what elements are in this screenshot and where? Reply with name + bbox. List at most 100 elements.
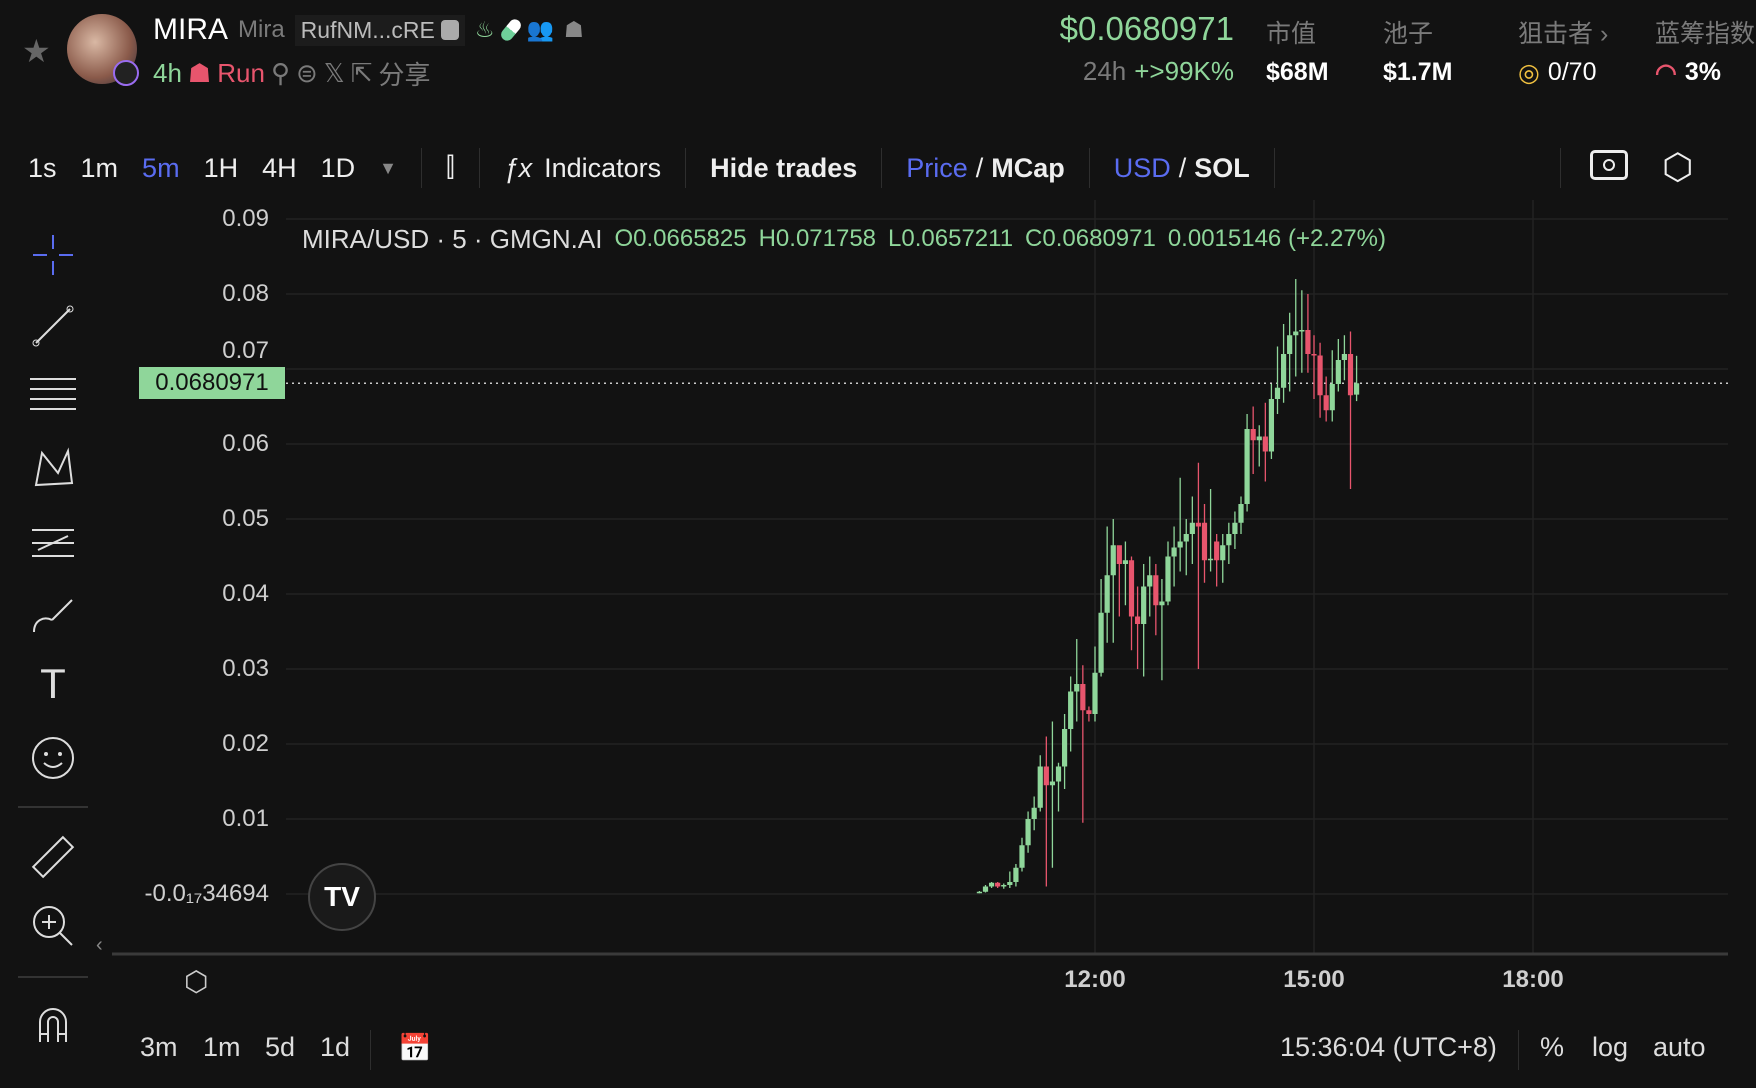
go-to-date-icon[interactable]: 📅: [398, 1033, 432, 1063]
gauge-icon: ◠: [1655, 59, 1677, 87]
candle-type-icon[interactable]: ⫿: [445, 152, 455, 182]
x-tick-label: 15:00: [1283, 966, 1345, 993]
hide-trades-button[interactable]: Hide trades: [710, 152, 858, 183]
mcap-toggle[interactable]: MCap: [991, 152, 1065, 183]
y-tick-label: 0.02: [222, 730, 269, 757]
legend-open: O0.0665825: [614, 225, 747, 252]
horizontal-lines-icon[interactable]: [28, 369, 78, 419]
candle-body: [1092, 672, 1098, 714]
settings-gear-icon[interactable]: ⬡: [1662, 146, 1694, 187]
trend-line-icon[interactable]: [28, 301, 78, 351]
crosshair-icon[interactable]: [28, 230, 78, 280]
favorite-star-icon[interactable]: ★: [22, 33, 51, 69]
candle-body: [1226, 534, 1232, 546]
token-symbol: MIRA: [153, 13, 228, 46]
auto-scale-toggle[interactable]: auto: [1653, 1032, 1706, 1062]
range-1d[interactable]: 1d: [320, 1032, 351, 1062]
share-label[interactable]: 分享: [378, 59, 431, 90]
divider: [685, 148, 687, 188]
candle-body: [1068, 691, 1074, 729]
magnet-icon[interactable]: [28, 1000, 78, 1050]
divider: [1273, 148, 1275, 188]
chart-toolbar: 1s 1m 5m 1H 4H 1D ▼ ⫿ ƒx Indicators Hide…: [28, 145, 1275, 191]
indicators-button[interactable]: Indicators: [544, 152, 662, 183]
candle-body: [1293, 331, 1299, 336]
candle-body: [1220, 545, 1226, 561]
emoji-icon[interactable]: [28, 733, 78, 783]
stat-label-snipers[interactable]: 狙击者 ›: [1518, 20, 1609, 48]
interval-1d[interactable]: 1D: [320, 152, 356, 183]
range-1m[interactable]: 1m: [203, 1032, 241, 1062]
interval-dropdown-icon[interactable]: ▼: [379, 157, 397, 178]
y-tick-label: -0.0₁₇34694: [144, 880, 269, 907]
stat-label-mcap: 市值: [1266, 20, 1317, 48]
pattern-icon[interactable]: [28, 443, 78, 493]
candle-body: [1037, 766, 1043, 808]
candle-body: [1305, 330, 1311, 354]
interval-5m[interactable]: 5m: [142, 152, 180, 183]
solscan-icon[interactable]: ⊜: [295, 57, 318, 88]
candle-body: [1001, 885, 1007, 887]
indicators-icon[interactable]: ƒx: [503, 152, 533, 183]
candle-body: [1165, 556, 1171, 602]
brush-icon[interactable]: [28, 590, 78, 640]
sol-toggle[interactable]: SOL: [1194, 152, 1250, 183]
usd-toggle[interactable]: USD: [1113, 152, 1171, 183]
time-axis-settings-icon[interactable]: ⬡: [184, 966, 209, 997]
screenshot-camera-icon[interactable]: [1590, 150, 1628, 180]
contract-address[interactable]: RufNM...cRE: [294, 14, 465, 46]
y-tick-label: 0.08: [222, 280, 269, 307]
candle-body: [995, 882, 1001, 887]
interval-1m[interactable]: 1m: [80, 152, 119, 183]
range-5d[interactable]: 5d: [265, 1032, 296, 1062]
target-icon: ◎: [1518, 59, 1540, 87]
y-tick-label: 0.07: [222, 337, 269, 364]
current-price-tag: 0.0680971: [139, 367, 285, 399]
text-tool-icon[interactable]: T: [40, 660, 66, 707]
interval-4h[interactable]: 4H: [262, 152, 297, 183]
legend-low: L0.0657211: [888, 225, 1014, 252]
stat-value-pool: $1.7M: [1383, 58, 1453, 86]
run-icon: ☗: [187, 57, 212, 88]
legend-high: H0.071758: [758, 225, 877, 252]
candle-body: [982, 886, 989, 892]
log-scale-toggle[interactable]: log: [1592, 1032, 1629, 1062]
collapse-toolbar-icon[interactable]: ‹: [96, 934, 103, 956]
candle-body: [1025, 819, 1031, 846]
price-toggle[interactable]: Price: [906, 152, 968, 183]
current-price: $0.0680971: [1059, 10, 1234, 47]
candle-body: [1280, 354, 1287, 388]
divider: [370, 1030, 371, 1070]
candle-body: [1232, 522, 1238, 534]
legend-close: C0.0680971: [1025, 225, 1156, 252]
candle-body: [1250, 429, 1256, 441]
slash: /: [975, 152, 984, 183]
candle-body: [1353, 383, 1360, 395]
range-3m[interactable]: 3m: [140, 1032, 178, 1062]
candle-body: [1329, 384, 1335, 411]
fib-icon[interactable]: [28, 518, 78, 568]
ruler-icon[interactable]: [28, 832, 78, 882]
candle-body: [1074, 684, 1080, 692]
tradingview-logo[interactable]: TV: [308, 863, 376, 931]
ohlc-legend: MIRA/USD · 5 · GMGN.AI O0.0665825 H0.071…: [302, 224, 1386, 255]
zoom-in-icon[interactable]: [28, 901, 78, 951]
x-twitter-icon[interactable]: 𝕏: [323, 57, 345, 88]
interval-1h[interactable]: 1H: [203, 152, 239, 183]
percent-scale-toggle[interactable]: %: [1540, 1032, 1565, 1062]
copy-icon[interactable]: [440, 20, 459, 40]
share-icon[interactable]: ⇱: [350, 57, 373, 88]
candle-body: [1049, 781, 1056, 786]
y-tick-label: 0.04: [222, 580, 269, 607]
search-icon[interactable]: ⚲: [270, 57, 290, 88]
candle-body: [976, 891, 983, 894]
candle-body: [1104, 575, 1110, 613]
candle-body: [1086, 710, 1092, 714]
token-age: 4h: [153, 57, 182, 88]
candle-body: [1147, 575, 1153, 587]
stat-label-pool: 池子: [1383, 20, 1434, 48]
candle-body: [1177, 541, 1183, 548]
candle-body: [1171, 547, 1177, 557]
interval-1s[interactable]: 1s: [28, 152, 57, 183]
